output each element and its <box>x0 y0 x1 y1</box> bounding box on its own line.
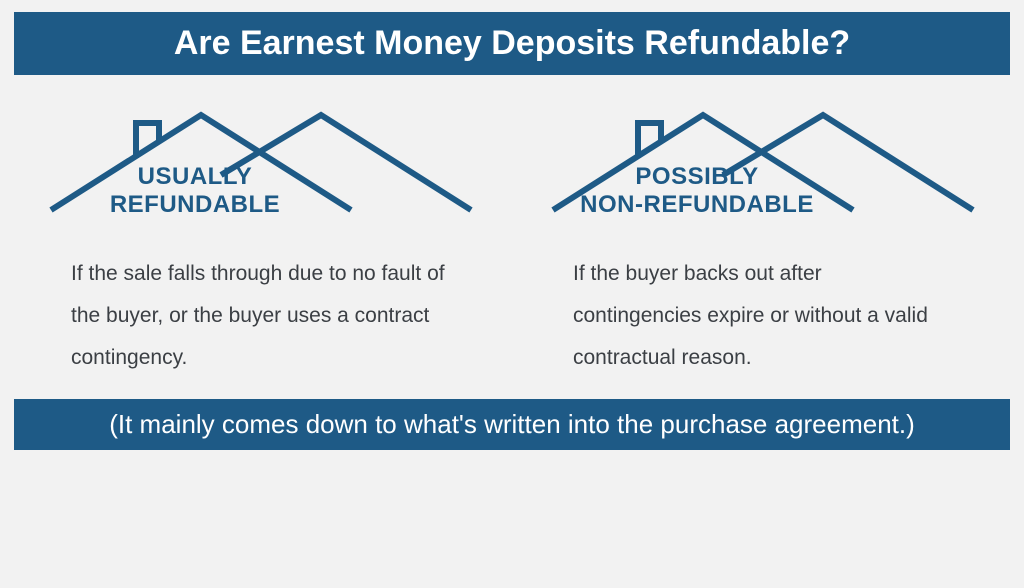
roof-graphic-left: USUALLY REFUNDABLE <box>41 105 481 235</box>
desc-refundable: If the sale falls through due to no faul… <box>71 253 451 379</box>
desc-nonrefundable: If the buyer backs out after contingenci… <box>573 253 953 379</box>
column-nonrefundable: POSSIBLY NON-REFUNDABLE If the buyer bac… <box>532 105 994 379</box>
heading-nonrefundable: POSSIBLY NON-REFUNDABLE <box>543 163 851 219</box>
heading-refundable: USUALLY REFUNDABLE <box>41 163 349 219</box>
column-refundable: USUALLY REFUNDABLE If the sale falls thr… <box>30 105 492 379</box>
columns-container: USUALLY REFUNDABLE If the sale falls thr… <box>0 75 1024 399</box>
title-bar: Are Earnest Money Deposits Refundable? <box>14 12 1010 75</box>
footer-bar: (It mainly comes down to what's written … <box>14 399 1010 450</box>
roof-graphic-right: POSSIBLY NON-REFUNDABLE <box>543 105 983 235</box>
